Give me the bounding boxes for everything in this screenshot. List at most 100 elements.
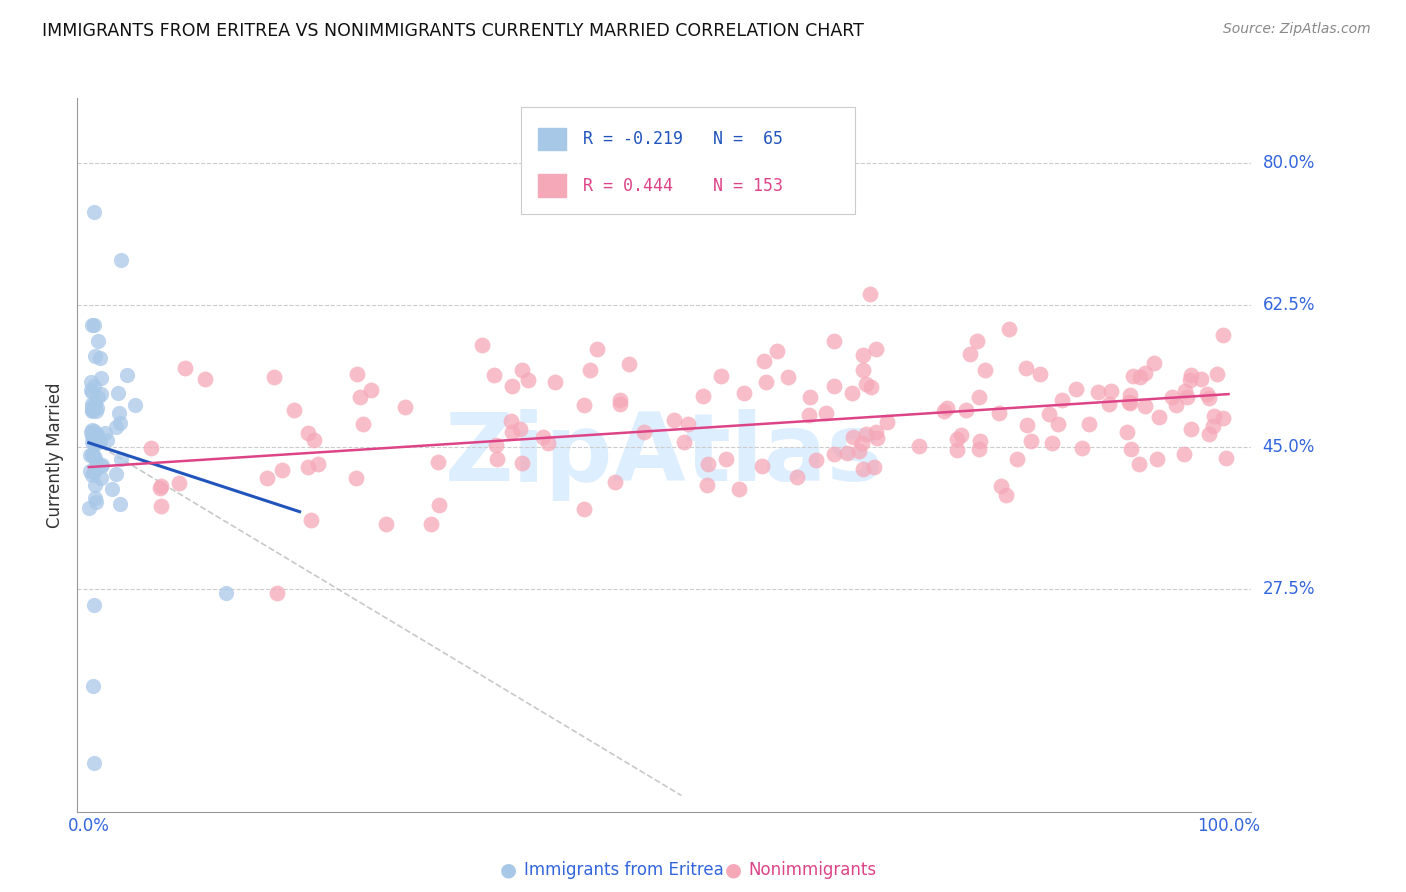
Point [80,425,103,439]
Point [855,377,877,392]
Point [394,400,416,414]
Point [848,444,870,458]
Point [80,402,103,417]
Point [82,679,104,693]
Point [510,363,533,377]
Text: 45.0%: 45.0% [1263,438,1315,456]
Point [84,455,107,469]
Point [907,439,929,453]
Point [501,425,523,439]
Point [855,427,877,442]
Point [1212,411,1234,425]
Point [110,452,132,467]
Point [973,362,995,376]
Point [501,414,523,428]
Point [1129,369,1152,384]
Text: 80.0%: 80.0% [1263,154,1315,172]
Point [84,397,107,411]
Point [859,286,882,301]
Point [1198,426,1220,441]
Point [1178,374,1201,388]
Point [501,379,523,393]
Point [1040,436,1063,450]
Point [537,435,560,450]
Point [86,401,108,416]
Point [96,433,118,447]
Point [531,430,554,444]
Point [101,482,124,496]
Point [752,354,775,368]
Text: 27.5%: 27.5% [1263,580,1315,598]
Point [427,498,450,512]
Point [82,385,104,400]
Point [93,426,115,441]
Point [751,458,773,473]
Point [1047,417,1070,431]
Point [1128,457,1150,471]
Point [835,446,858,460]
Point [167,476,190,491]
Point [1205,367,1227,381]
Point [852,363,875,377]
Point [876,415,898,429]
Point [1038,407,1060,421]
Point [1070,441,1092,455]
Point [307,457,329,471]
Point [823,334,845,348]
Point [79,448,101,462]
Point [585,342,607,356]
Point [194,372,217,386]
Point [82,397,104,411]
Point [1064,382,1087,396]
Text: R = 0.444    N = 153: R = 0.444 N = 153 [582,177,783,194]
Point [692,389,714,403]
Point [299,513,322,527]
Point [509,422,531,436]
Point [80,468,103,483]
Point [149,481,172,495]
Point [1149,409,1171,424]
Point [673,434,696,449]
Point [1146,452,1168,467]
Point [676,417,699,431]
Point [841,385,863,400]
Point [1099,384,1122,399]
Point [80,400,103,414]
Point [79,464,101,478]
Point [82,447,104,461]
Point [90,458,112,473]
Point [108,416,131,430]
Point [1180,422,1202,436]
Point [82,318,104,333]
Point [714,452,737,467]
Point [80,375,103,389]
Text: ●: ● [499,860,517,880]
Point [82,448,104,462]
Point [82,404,104,418]
Point [90,371,112,385]
Point [427,455,450,469]
Point [633,425,655,439]
Point [966,334,988,349]
Point [859,380,882,394]
Point [79,501,101,516]
Point [1052,393,1074,408]
Point [815,406,838,420]
Point [344,471,367,485]
Point [150,499,173,513]
Point [865,342,887,356]
Point [997,322,1019,336]
Point [1029,368,1052,382]
Point [823,379,845,393]
Point [89,351,111,365]
Point [346,367,368,381]
Point [83,437,105,451]
Point [83,204,105,219]
Point [84,494,107,508]
Point [1122,368,1144,383]
Point [946,442,969,457]
Point [84,349,107,363]
Point [1015,417,1038,432]
Text: Nonimmigrants: Nonimmigrants [748,861,877,879]
Point [1212,328,1234,343]
